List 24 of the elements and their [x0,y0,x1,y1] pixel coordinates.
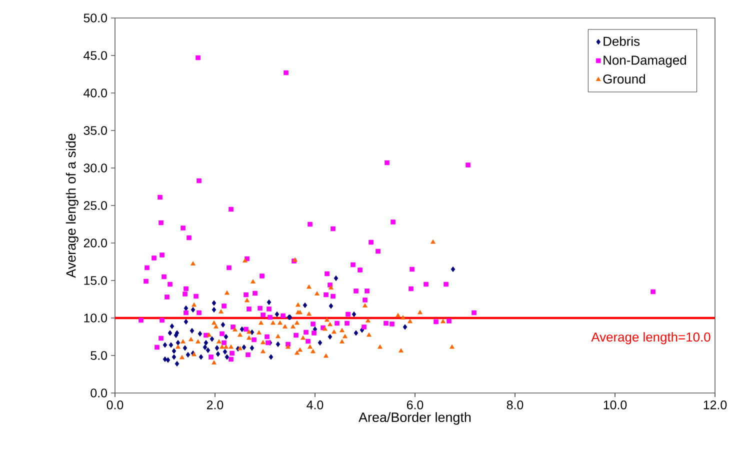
y-tick-label: 40.0 [84,88,108,98]
y-tick-label: 5.0 [90,351,108,360]
y-tick-label: 20.0 [84,238,108,248]
y-axis-title: Average length of a side [66,134,78,278]
y-tick-label: 35.0 [84,126,108,135]
x-tick-label: 12.0 [704,400,727,410]
y-tick-label: 15.0 [84,276,108,285]
ref-line-label: Average length=10.0 [591,332,710,344]
legend-label: Non-Damaged [604,55,686,68]
legend-label: Debris [604,36,640,46]
y-tick-label: 50.0 [84,14,108,22]
x-axis-title: Area/Border length [358,412,471,425]
x-tick-label: 6.0 [406,400,424,410]
x-tick-label: 4.0 [306,400,324,410]
x-tick-label: 8.0 [506,400,524,410]
y-tick-label: 45.0 [84,51,108,60]
y-tick-label: 10.0 [84,314,108,322]
y-tick-label: 30.0 [84,164,108,172]
y-tick-label: 0.0 [90,388,108,398]
x-tick-label: 2.0 [206,400,224,410]
y-tick-label: 25.0 [84,201,108,210]
x-tick-label: 0.0 [106,400,124,410]
legend-label: Ground [603,74,645,84]
x-tick-label: 10.0 [604,400,627,410]
